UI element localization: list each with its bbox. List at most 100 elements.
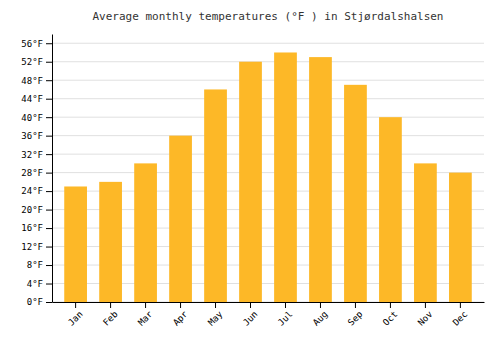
tick-label: Mar <box>136 309 155 328</box>
tick-label: Aug <box>311 309 330 328</box>
bar <box>239 62 262 302</box>
grid-line <box>52 154 484 155</box>
bar <box>309 57 332 302</box>
tick-mark <box>425 302 426 308</box>
plot: 0°F 4°F 8°F 12°F 16°F 20°F 24°F 28°F 32°F 36°F 40°… <box>21 35 484 328</box>
grid-line <box>52 98 484 99</box>
x-tick: May <box>206 302 225 328</box>
tick-label: 0°F <box>27 297 43 307</box>
tick-mark <box>46 302 52 303</box>
grid-line <box>52 43 484 44</box>
tick-label: Jun <box>241 309 260 328</box>
tick-label: Apr <box>171 309 190 328</box>
bar <box>414 163 437 302</box>
tick-mark <box>355 302 356 308</box>
x-tick: Dec <box>451 302 470 328</box>
x-tick: Jul <box>276 302 295 328</box>
title: Average monthly temperatures (°F ) in St… <box>93 10 444 23</box>
tick-label: Feb <box>101 309 120 328</box>
tick-label: 36°F <box>21 131 43 141</box>
tick-mark <box>250 302 251 308</box>
tick-label: 12°F <box>21 242 43 252</box>
y-tick: 48°F <box>21 76 52 86</box>
tick-mark <box>285 302 286 308</box>
bar <box>274 52 297 302</box>
tick-mark <box>215 302 216 308</box>
tick-label: 44°F <box>21 94 43 104</box>
y-axis: 0°F 4°F 8°F 12°F 16°F 20°F 24°F 28°F 32°F 36°F 40°… <box>21 35 52 308</box>
tick-label: Jul <box>276 309 295 328</box>
bar <box>134 163 157 302</box>
y-tick: 16°F <box>21 223 52 233</box>
tick-mark <box>46 43 52 44</box>
tick-mark <box>46 284 52 285</box>
bar <box>344 85 367 302</box>
x-tick: Aug <box>311 302 330 328</box>
marks <box>64 52 472 302</box>
tick-label: May <box>206 309 225 328</box>
tick-mark <box>46 191 52 192</box>
bar <box>169 136 192 302</box>
y-tick: 32°F <box>21 150 52 160</box>
y-tick: 36°F <box>21 131 52 141</box>
tick-mark <box>46 154 52 155</box>
tick-mark <box>46 136 52 137</box>
tick-mark <box>320 302 321 308</box>
tick-mark <box>46 210 52 211</box>
y-tick: 12°F <box>21 242 52 252</box>
tick-label: Oct <box>381 309 400 328</box>
x-tick: Jan <box>66 302 85 328</box>
tick-mark <box>46 62 52 63</box>
grid-line <box>52 117 484 118</box>
tick-label: Nov <box>416 309 435 328</box>
tick-mark <box>110 302 111 308</box>
tick-mark <box>390 302 391 308</box>
tick-label: Dec <box>451 309 470 328</box>
tick-label: 48°F <box>21 76 43 86</box>
tick-mark <box>46 173 52 174</box>
grid-line <box>52 135 484 136</box>
axis-line <box>52 35 53 303</box>
y-tick: 24°F <box>21 186 52 196</box>
tick-label: 8°F <box>27 260 43 270</box>
tick-mark <box>460 302 461 308</box>
bar <box>379 117 402 302</box>
tick-label: 40°F <box>21 113 43 123</box>
bar <box>64 186 87 302</box>
grid <box>52 43 484 302</box>
x-tick: Oct <box>381 302 400 328</box>
tick-mark <box>46 247 52 248</box>
tick-label: 24°F <box>21 186 43 196</box>
x-tick: Nov <box>416 302 435 328</box>
grid-line <box>52 61 484 62</box>
x-tick: Mar <box>136 302 155 328</box>
tick-mark <box>180 302 181 308</box>
y-tick: 44°F <box>21 94 52 104</box>
tick-mark <box>46 99 52 100</box>
tick-label: 56°F <box>21 39 43 49</box>
tick-mark <box>145 302 146 308</box>
y-tick: 0°F <box>27 297 52 307</box>
tick-label: 16°F <box>21 223 43 233</box>
bar <box>99 182 122 302</box>
y-tick: 52°F <box>21 57 52 67</box>
tick-label: 32°F <box>21 150 43 160</box>
x-tick: Jun <box>241 302 260 328</box>
x-tick: Apr <box>171 302 190 328</box>
x-tick: Sep <box>346 302 365 328</box>
tick-label: 20°F <box>21 205 43 215</box>
tick-mark <box>46 265 52 266</box>
tick-label: 28°F <box>21 168 43 178</box>
y-tick: 56°F <box>21 39 52 49</box>
chart: 0°F 4°F 8°F 12°F 16°F 20°F 24°F 28°F 32°F 36°F 40°… <box>0 0 500 350</box>
x-axis: Jan Feb Mar Apr May Jun Jul Aug Sep Oct Nov Dec <box>53 302 485 328</box>
tick-mark <box>46 228 52 229</box>
tick-label: Jan <box>66 309 85 328</box>
y-tick: 8°F <box>27 260 52 270</box>
tick-mark <box>46 117 52 118</box>
tick-mark <box>46 80 52 81</box>
tick-label: 4°F <box>27 279 43 289</box>
tick-mark <box>75 302 76 308</box>
tick-label: 52°F <box>21 57 43 67</box>
axis-line <box>53 302 485 303</box>
